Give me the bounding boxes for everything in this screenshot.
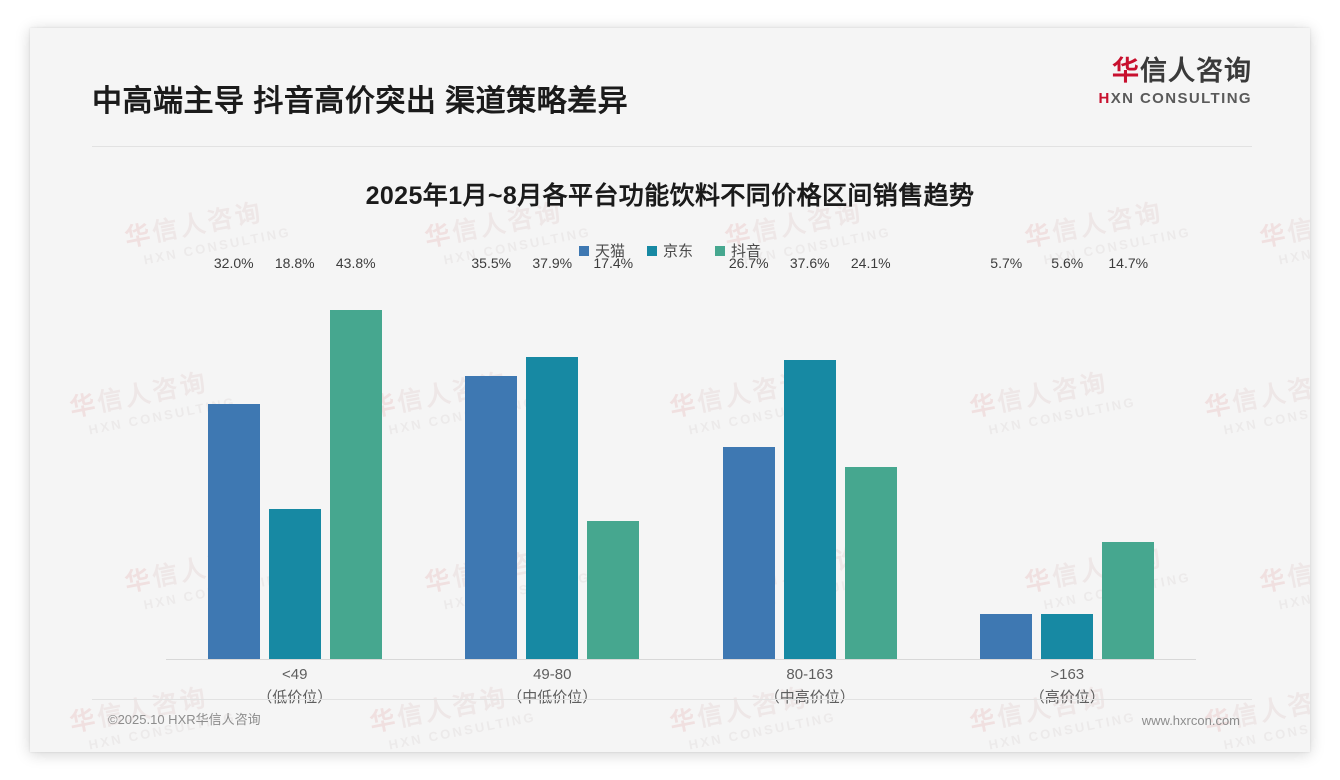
x-axis-label-49-80: 49-80 （中低价位） — [424, 664, 682, 709]
bar-天猫-80-163[interactable]: 26.7% — [722, 255, 775, 659]
bar-value-label: 37.9% — [532, 255, 573, 271]
bar-京东->163[interactable]: 5.6% — [1041, 255, 1094, 659]
legend-swatch-icon — [646, 245, 657, 256]
bar-value-label: 14.7% — [1108, 255, 1149, 271]
bar-value-label: 35.5% — [471, 255, 512, 271]
slide-header: 中高端主导 抖音高价突出 渠道策略差异 华信人咨询 HXN CONSULTING — [30, 28, 1310, 120]
x-axis-label->163: >163 （高价位） — [939, 664, 1197, 709]
bar-groups: 32.0% 18.8% 43.8% 35.5% 37.9% 17.4% 26.7% 37.6%… — [166, 255, 1197, 660]
bar-column: 18.8% — [268, 255, 321, 659]
bar-value-label: 5.7% — [990, 255, 1023, 271]
x-axis-label-tier: （中高价位） — [764, 688, 855, 706]
bar-column: 24.1% — [844, 255, 897, 659]
page-title: 中高端主导 抖音高价突出 渠道策略差异 — [92, 85, 629, 118]
bar-column: 32.0% — [207, 255, 260, 659]
bar-抖音->163[interactable]: 14.7% — [1102, 255, 1155, 659]
bar-group: 35.5% 37.9% 17.4% — [424, 255, 682, 660]
bar-column: 37.9% — [526, 255, 579, 659]
legend-label: 天猫 — [594, 243, 625, 260]
footer-divider — [92, 699, 1252, 700]
bar-value-label: 24.1% — [850, 255, 891, 271]
bar-column: 37.6% — [783, 255, 836, 659]
bar-group: 32.0% 18.8% 43.8% — [166, 255, 424, 660]
bar-group: 26.7% 37.6% 24.1% — [681, 255, 939, 660]
x-axis-label-80-163: 80-163 （中高价位） — [681, 664, 939, 709]
bar-column: 5.6% — [1041, 255, 1094, 659]
chart-plot-area: 32.0% 18.8% 43.8% 35.5% 37.9% 17.4% 26.7% 37.6%… — [166, 255, 1197, 660]
header-divider — [92, 146, 1252, 147]
brand-logo-cn-red: 华 — [1112, 56, 1140, 86]
legend-item-天猫[interactable]: 天猫 — [578, 240, 625, 261]
legend-swatch-icon — [578, 245, 589, 256]
bar-天猫->163[interactable]: 5.7% — [980, 255, 1033, 659]
bar-抖音-49-80[interactable]: 17.4% — [587, 255, 640, 659]
x-axis-line — [166, 659, 1196, 660]
brand-logo-en-red: H — [1098, 90, 1111, 108]
x-axis-label-tier: （高价位） — [1029, 688, 1105, 706]
bar-天猫-<49[interactable]: 32.0% — [207, 255, 260, 659]
chart-title: 2025年1月~8月各平台功能饮料不同价格区间销售趋势 — [365, 182, 975, 210]
x-axis-label-range: <49 — [282, 666, 308, 683]
x-axis-label-tier: （中低价位） — [507, 688, 598, 706]
bar-value-label: 5.6% — [1051, 255, 1084, 271]
brand-logo-en: HXN CONSULTING — [1099, 90, 1253, 107]
bar-value-label: 37.6% — [789, 255, 830, 271]
bar-天猫-49-80[interactable]: 35.5% — [465, 255, 518, 659]
bar-column: 14.7% — [1102, 255, 1155, 659]
slide-canvas: 华信人咨询 HXN CONSULTING 华信人咨询 HXN CONSULTING 华信… — [30, 28, 1310, 752]
brand-logo-cn-rest: 信人咨询 — [1140, 56, 1252, 86]
bar-抖音-<49[interactable]: 43.8% — [329, 255, 382, 659]
bar-group: 5.7% 5.6% 14.7% — [939, 255, 1197, 660]
legend-item-京东[interactable]: 京东 — [646, 240, 693, 261]
brand-logo-cn: 华信人咨询 — [1099, 56, 1253, 87]
bar-京东-49-80[interactable]: 37.9% — [526, 255, 579, 659]
brand-logo-en-rest: XN CONSULTING — [1110, 90, 1252, 108]
x-axis-labels: <49 （低价位） 49-80 （中低价位） 80-163 （中高价位） >163 （高价位） — [166, 664, 1196, 709]
legend-label: 京东 — [662, 243, 693, 260]
x-axis-label-<49: <49 （低价位） — [166, 664, 424, 709]
legend-label: 抖音 — [731, 243, 762, 260]
bar-column: 17.4% — [587, 255, 640, 659]
bar-抖音-80-163[interactable]: 24.1% — [844, 255, 897, 659]
bar-京东-<49[interactable]: 18.8% — [268, 255, 321, 659]
x-axis-label-range: 49-80 — [533, 666, 572, 683]
bar-value-label: 17.4% — [593, 255, 634, 271]
legend-item-抖音[interactable]: 抖音 — [715, 240, 761, 261]
x-axis-label-range: 80-163 — [786, 666, 834, 683]
bar-column: 35.5% — [465, 255, 518, 659]
x-axis-label-tier: （低价位） — [257, 688, 333, 706]
bar-column: 5.7% — [980, 255, 1033, 659]
bar-value-label: 26.7% — [728, 255, 769, 271]
legend-swatch-icon — [715, 245, 725, 256]
x-axis-label-range: >163 — [1050, 666, 1085, 683]
footer-website[interactable]: www.hxrcon.com — [1141, 713, 1240, 728]
bar-京东-80-163[interactable]: 37.6% — [783, 255, 836, 659]
bar-column: 26.7% — [722, 255, 775, 659]
brand-logo: 华信人咨询 HXN CONSULTING — [1099, 56, 1253, 107]
chart-legend: 天猫 京东 抖音 — [30, 240, 1310, 261]
bar-value-label: 43.8% — [335, 255, 376, 271]
bar-column: 43.8% — [329, 255, 382, 659]
bar-value-label: 18.8% — [274, 255, 315, 271]
bar-value-label: 32.0% — [213, 255, 254, 271]
footer-copyright: ©2025.10 HXR华信人咨询 — [108, 712, 261, 727]
